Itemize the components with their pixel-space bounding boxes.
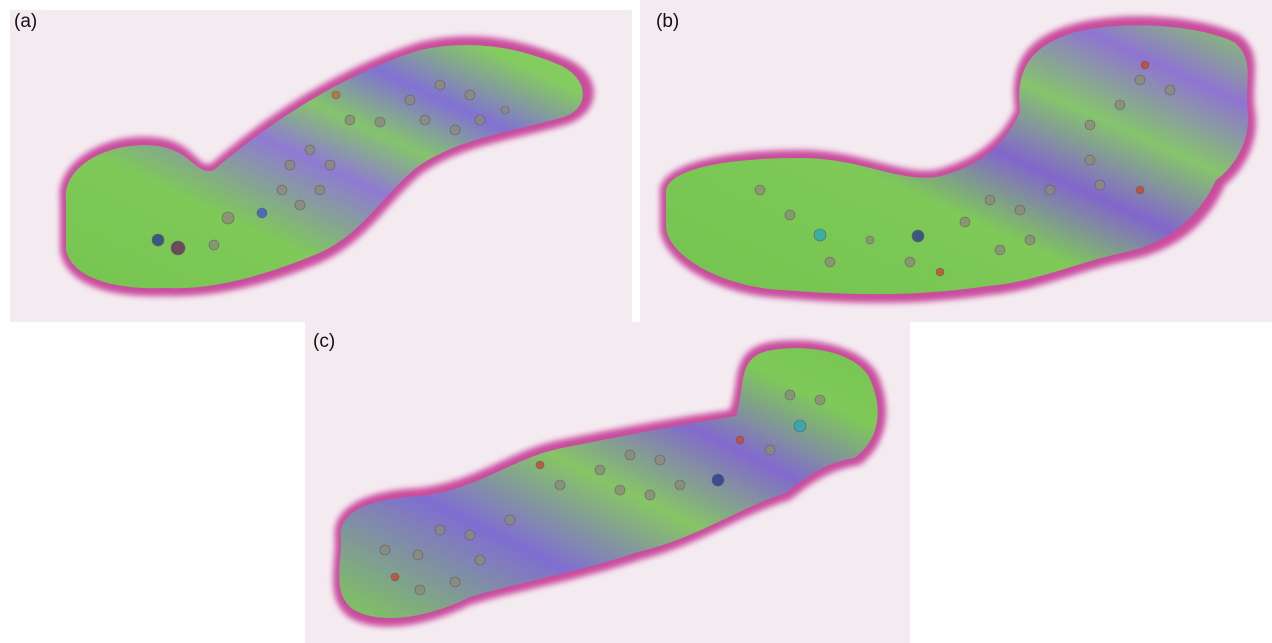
panel-label: (b) [656,11,679,32]
panel-label: (c) [313,331,335,352]
figure: (a) (b) (c) [0,0,1272,643]
page: {"panels": [{"label": "(a)"}, {"label": … [0,0,1272,643]
panel-label: (a) [14,11,37,32]
